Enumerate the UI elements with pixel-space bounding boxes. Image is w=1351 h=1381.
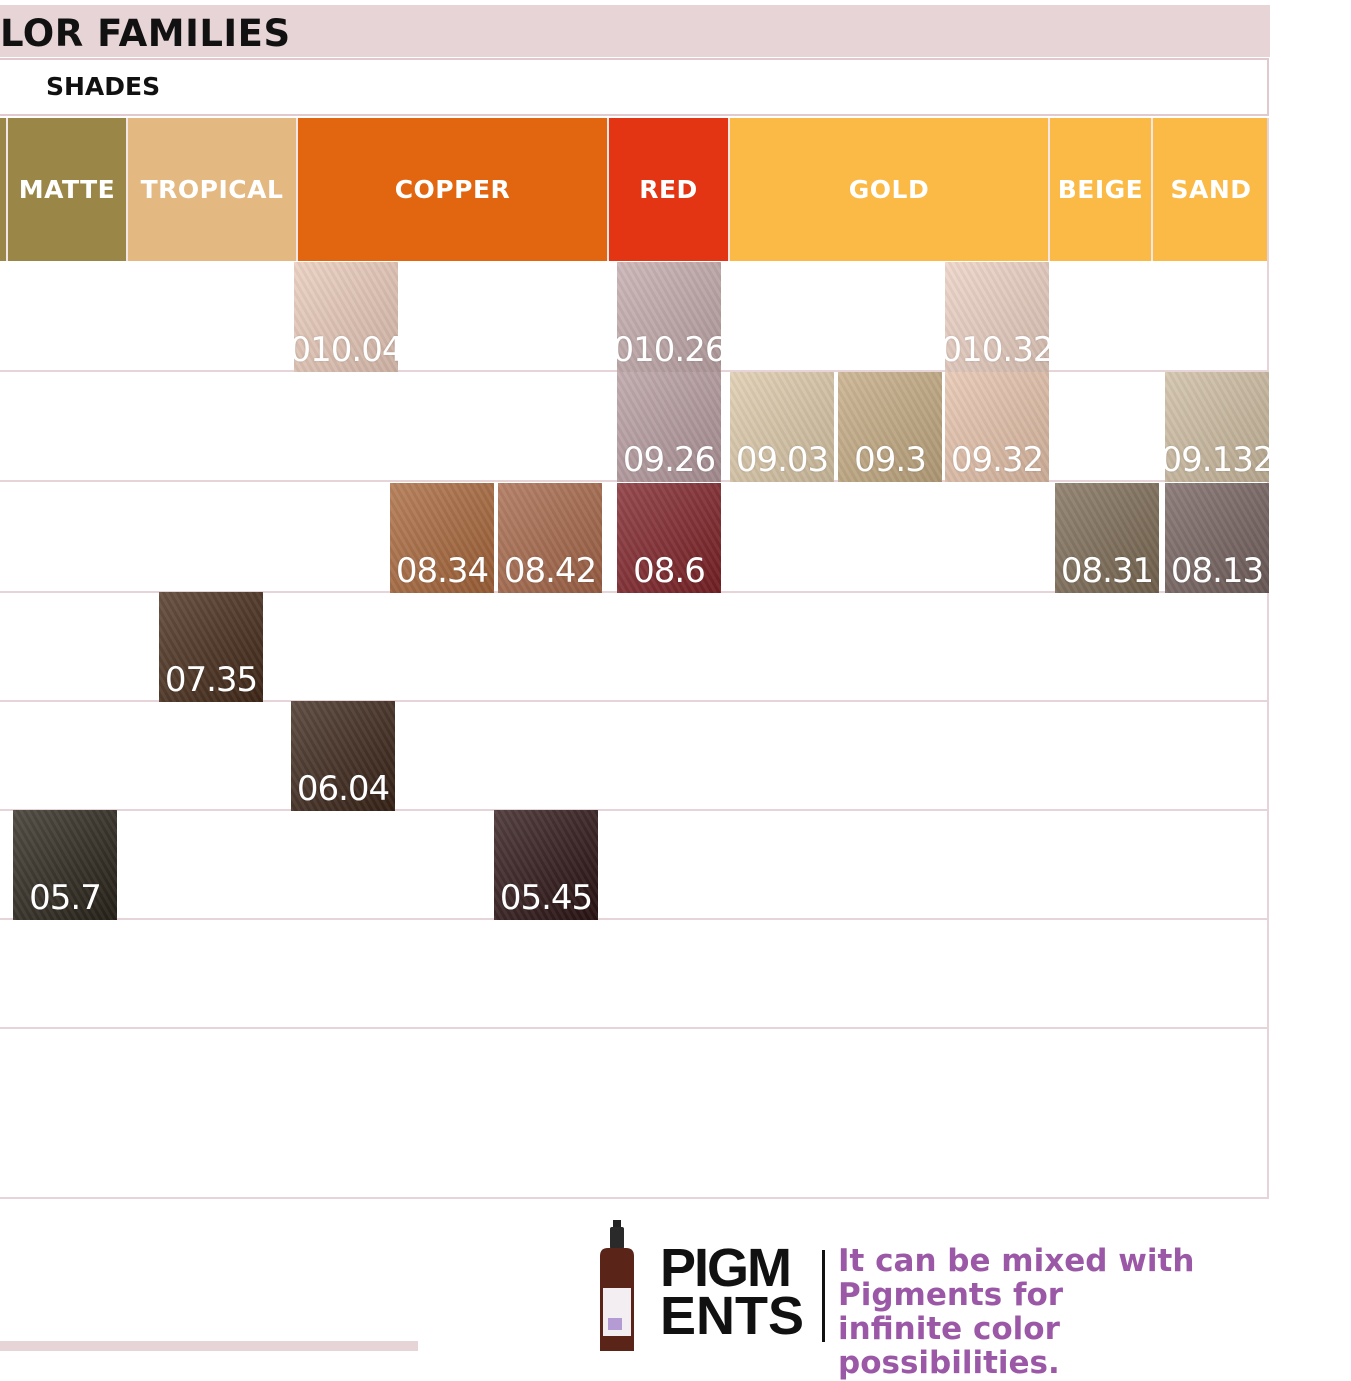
grid-border-right bbox=[1267, 118, 1269, 1199]
promo-divider bbox=[822, 1250, 825, 1342]
family-header-red: RED bbox=[609, 118, 730, 261]
grid-line bbox=[0, 370, 1268, 372]
family-header-sand: SAND bbox=[1153, 118, 1269, 261]
grid-line bbox=[0, 918, 1268, 920]
family-header-partial bbox=[0, 118, 8, 261]
shade-swatch-09-03[interactable]: 09.03 bbox=[730, 372, 834, 482]
shade-swatch-06-04[interactable]: 06.04 bbox=[291, 701, 395, 811]
shade-swatch-05-45[interactable]: 05.45 bbox=[494, 810, 598, 920]
pigments-bottle-icon bbox=[600, 1220, 634, 1351]
shade-swatch-09-32[interactable]: 09.32 bbox=[945, 372, 1049, 482]
grid-line bbox=[0, 591, 1268, 593]
shade-swatch-07-35[interactable]: 07.35 bbox=[159, 592, 263, 702]
family-header-beige: BEIGE bbox=[1050, 118, 1153, 261]
title-band bbox=[0, 5, 1270, 57]
family-header-matte: MATTE bbox=[8, 118, 128, 261]
shade-swatch-09-3[interactable]: 09.3 bbox=[838, 372, 942, 482]
promo-tagline: It can be mixed with Pigments for infini… bbox=[838, 1243, 1195, 1381]
shade-swatch-010-26[interactable]: 010.26 bbox=[617, 262, 721, 372]
grid-line bbox=[0, 700, 1268, 702]
shade-swatch-010-04[interactable]: 010.04 bbox=[294, 262, 398, 372]
shade-swatch-08-13[interactable]: 08.13 bbox=[1165, 483, 1269, 593]
shade-swatch-05-7[interactable]: 05.7 bbox=[13, 810, 117, 920]
grid-line bbox=[0, 1027, 1268, 1029]
grid-line bbox=[0, 1197, 1268, 1199]
grid-line bbox=[0, 480, 1268, 482]
shades-label: SHADES bbox=[46, 72, 161, 101]
bottom-bar bbox=[0, 1341, 418, 1351]
grid-line bbox=[0, 809, 1268, 811]
family-header-tropical: TROPICAL bbox=[128, 118, 298, 261]
shades-row bbox=[0, 58, 1269, 116]
shade-swatch-08-34[interactable]: 08.34 bbox=[390, 483, 494, 593]
shade-swatch-010-32[interactable]: 010.32 bbox=[945, 262, 1049, 372]
family-header-gold: GOLD bbox=[730, 118, 1050, 261]
shade-swatch-09-132[interactable]: 09.132 bbox=[1165, 372, 1269, 482]
shade-swatch-08-6[interactable]: 08.6 bbox=[617, 483, 721, 593]
shade-swatch-09-26[interactable]: 09.26 bbox=[617, 372, 721, 482]
shade-swatch-08-31[interactable]: 08.31 bbox=[1055, 483, 1159, 593]
family-header-copper: COPPER bbox=[298, 118, 609, 261]
page-title: LOR FAMILIES bbox=[0, 12, 291, 55]
pigments-logo: PIGM ENTS bbox=[660, 1238, 805, 1346]
shade-swatch-08-42[interactable]: 08.42 bbox=[498, 483, 602, 593]
